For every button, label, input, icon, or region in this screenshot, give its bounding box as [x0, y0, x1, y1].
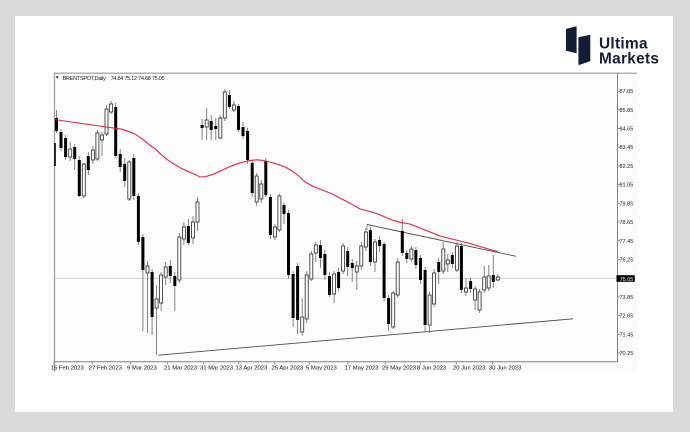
- svg-text:74.84 75.12 74.68 75.05: 74.84 75.12 74.68 75.05: [111, 76, 165, 82]
- svg-text:76.25: 76.25: [620, 258, 634, 264]
- svg-text:Ultima: Ultima: [599, 36, 648, 53]
- svg-text:79.85: 79.85: [620, 201, 634, 207]
- svg-text:Markets: Markets: [599, 51, 659, 68]
- svg-text:72.65: 72.65: [620, 314, 634, 320]
- svg-text:71.45: 71.45: [620, 332, 634, 338]
- svg-text:75.05: 75.05: [620, 277, 634, 283]
- svg-text:8 Jun 2023: 8 Jun 2023: [417, 365, 447, 371]
- svg-text:27 Feb 2023: 27 Feb 2023: [89, 365, 123, 371]
- svg-text:9 Mar 2023: 9 Mar 2023: [127, 365, 158, 371]
- svg-text:87.05: 87.05: [620, 89, 634, 95]
- svg-text:73.85: 73.85: [620, 295, 634, 301]
- svg-text:83.45: 83.45: [620, 145, 634, 151]
- svg-text:17 May 2023: 17 May 2023: [345, 365, 380, 371]
- svg-text:29 May 2023: 29 May 2023: [382, 365, 417, 371]
- svg-text:BRENTSPOT,Daily: BRENTSPOT,Daily: [63, 76, 107, 82]
- svg-text:13 Apr 2023: 13 Apr 2023: [236, 365, 268, 371]
- svg-text:21 Mar 2023: 21 Mar 2023: [164, 365, 198, 371]
- svg-text:30 Jun 2023: 30 Jun 2023: [489, 365, 522, 371]
- svg-text:5 May 2023: 5 May 2023: [306, 365, 338, 371]
- svg-text:20 Jun 2023: 20 Jun 2023: [453, 365, 486, 371]
- svg-text:15 Feb 2023: 15 Feb 2023: [51, 365, 85, 371]
- svg-text:25 Apr 2023: 25 Apr 2023: [272, 365, 304, 371]
- svg-text:70.25: 70.25: [620, 351, 634, 357]
- svg-text:31 Mar 2023: 31 Mar 2023: [200, 365, 234, 371]
- svg-text:82.25: 82.25: [620, 164, 634, 170]
- svg-text:85.85: 85.85: [620, 108, 634, 114]
- svg-text:77.45: 77.45: [620, 239, 634, 245]
- svg-text:84.65: 84.65: [620, 127, 634, 133]
- svg-text:78.65: 78.65: [620, 220, 634, 226]
- svg-text:81.05: 81.05: [620, 183, 634, 189]
